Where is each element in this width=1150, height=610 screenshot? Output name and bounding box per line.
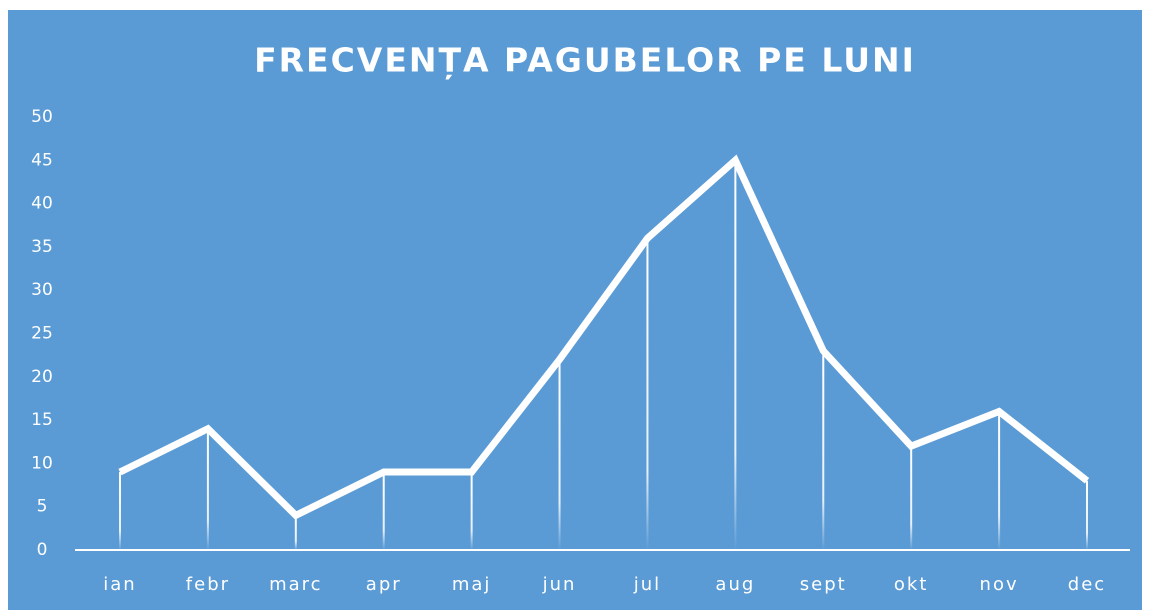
drop-line [558, 359, 561, 550]
y-tick-label: 25 [31, 324, 53, 344]
drop-line [1086, 480, 1088, 550]
y-tick-label: 45 [31, 150, 53, 170]
x-tick-label: apr [366, 574, 402, 595]
drop-line [119, 472, 121, 550]
y-tick-label: 10 [31, 453, 53, 473]
y-tick-label: 5 [37, 497, 48, 517]
x-tick-label: jun [542, 574, 577, 595]
y-tick-label: 15 [31, 410, 53, 430]
drop-line [206, 428, 209, 550]
x-tick-label: dec [1068, 574, 1106, 595]
x-tick-label: sept [800, 574, 847, 595]
x-tick-label: jul [633, 574, 661, 595]
y-tick-label: 0 [37, 540, 48, 560]
line [118, 154, 1090, 520]
drop-line [470, 472, 473, 550]
x-tick-label: ian [103, 574, 136, 595]
x-tick-label: nov [980, 574, 1019, 595]
drop-line [734, 160, 737, 551]
drop-line [910, 446, 913, 550]
x-tick-label: marc [269, 574, 322, 595]
x-tick-label: aug [715, 574, 755, 595]
y-tick-label: 40 [31, 194, 53, 214]
drop-line [646, 238, 649, 551]
x-tick-label: maj [452, 574, 492, 595]
x-tick-label: okt [894, 574, 929, 595]
drop-line [294, 515, 297, 550]
y-tick-label: 20 [31, 367, 53, 387]
x-tick-label: febr [186, 574, 230, 595]
background [8, 10, 1142, 610]
y-tick-label: 50 [31, 107, 53, 127]
drop-line [822, 350, 825, 550]
chart-title: FRECVENȚA PAGUBELOR PE LUNI [254, 41, 916, 80]
y-tick-label: 35 [31, 237, 53, 257]
y-tick-label: 30 [31, 280, 53, 300]
drop-line [998, 411, 1001, 550]
drop-line [382, 472, 385, 550]
